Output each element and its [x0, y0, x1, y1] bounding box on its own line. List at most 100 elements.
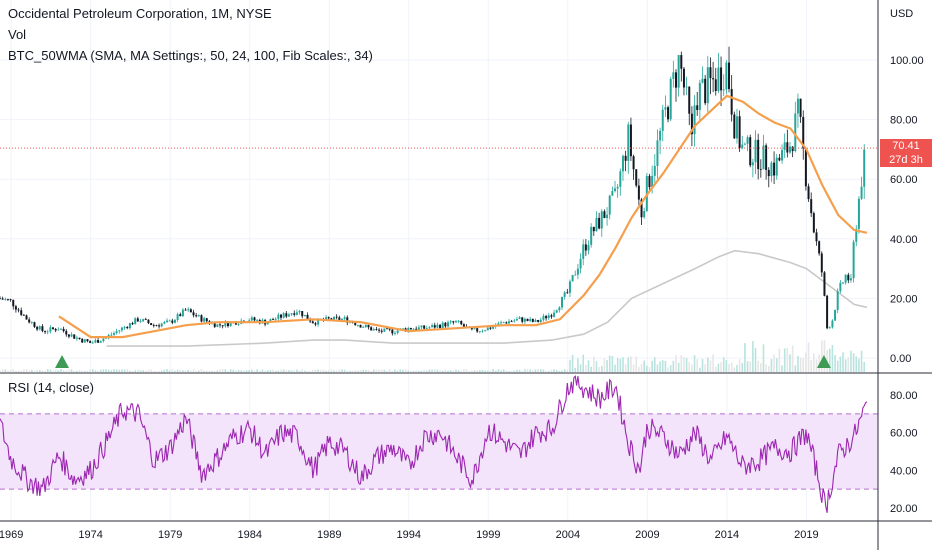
- candle-body: [682, 68, 685, 88]
- candle-body: [354, 322, 357, 326]
- volume-bar: [319, 370, 322, 372]
- candle-body: [844, 274, 847, 283]
- volume-bar: [290, 370, 293, 372]
- volume-bar: [844, 359, 847, 372]
- candle-body: [735, 116, 738, 139]
- volume-bar: [569, 359, 571, 372]
- candle-body: [778, 157, 781, 161]
- candle-body: [823, 272, 826, 296]
- volume-bar: [49, 369, 52, 372]
- symbol-legend[interactable]: Occidental Petroleum Corporation, 1M, NY…: [8, 6, 272, 21]
- candle-body: [767, 169, 770, 177]
- volume-bar: [73, 370, 76, 372]
- volume-bar: [606, 360, 608, 372]
- volume-bar: [147, 369, 150, 372]
- volume-bar: [91, 369, 94, 372]
- candle-body: [343, 317, 346, 319]
- volume-bar: [86, 370, 89, 372]
- candle-body: [277, 314, 280, 319]
- candle-body: [529, 319, 532, 322]
- candle-body: [799, 98, 802, 117]
- candle-body: [219, 324, 222, 326]
- candle-body: [849, 278, 852, 281]
- volume-bar: [383, 369, 386, 372]
- candle-body: [173, 319, 176, 323]
- rsi-series: [0, 375, 868, 513]
- volume-bar: [68, 369, 70, 372]
- candle-body: [213, 322, 216, 327]
- volume-bar: [566, 369, 569, 372]
- candle-body: [555, 310, 558, 313]
- candle-body: [216, 324, 219, 327]
- volume-bar: [494, 370, 497, 372]
- time-tick-label: 2009: [635, 529, 659, 541]
- candle-body: [674, 72, 677, 88]
- volume-bar: [736, 365, 738, 372]
- volume-bar: [463, 369, 465, 372]
- candle-body: [295, 312, 298, 315]
- volume-bar: [555, 369, 558, 372]
- volume-bar: [558, 370, 561, 372]
- volume-bar: [52, 370, 54, 372]
- volume-bar: [216, 370, 219, 372]
- volume-bar: [211, 370, 213, 372]
- candle-body: [775, 157, 778, 176]
- candle-body: [158, 325, 161, 327]
- volume-bar: [179, 369, 182, 372]
- volume-bar: [20, 370, 23, 372]
- volume-bar: [78, 370, 81, 372]
- candle-body: [274, 318, 277, 320]
- volume-bar: [44, 370, 46, 372]
- volume-bar: [579, 364, 582, 372]
- candle-body: [89, 341, 92, 344]
- candle-body: [754, 139, 757, 163]
- candle-body: [484, 330, 487, 332]
- candle-body: [839, 282, 842, 292]
- volume-bar: [362, 369, 364, 372]
- time-tick-label: 1969: [0, 529, 23, 541]
- candle-body: [155, 325, 158, 327]
- volume-bar: [640, 364, 643, 372]
- volume-bar: [767, 365, 770, 372]
- candle-body: [576, 268, 579, 275]
- orange-moving-average: [58, 94, 868, 339]
- volume-bar: [860, 350, 863, 372]
- volume-bar: [57, 370, 60, 372]
- volume-bar: [139, 370, 142, 372]
- volume-bar: [701, 359, 704, 372]
- candle-body: [9, 299, 12, 301]
- candle-body: [150, 323, 153, 325]
- volume-bar: [25, 369, 28, 372]
- volume-bar: [232, 369, 235, 372]
- candle-body: [301, 311, 304, 317]
- volume-bar: [781, 365, 783, 372]
- volume-bar: [235, 370, 237, 372]
- candle-body: [423, 325, 426, 329]
- candle-body: [651, 175, 654, 188]
- candle-body: [70, 334, 73, 337]
- candle-body: [81, 338, 84, 343]
- volume-bar: [810, 360, 812, 372]
- indicator-legend[interactable]: BTC_50WMA (SMA, MA Settings:, 50, 24, 10…: [8, 48, 373, 63]
- volume-bar: [84, 370, 86, 372]
- volume-bar: [683, 357, 685, 372]
- volume-bar: [396, 370, 399, 372]
- volume-bar: [786, 347, 789, 372]
- candle-body: [611, 191, 614, 196]
- rsi-grid: [0, 374, 878, 520]
- volume-bar: [23, 369, 25, 372]
- volume-legend[interactable]: Vol: [8, 27, 27, 42]
- volume-bar: [171, 369, 174, 372]
- volume-bar: [126, 369, 129, 372]
- volume-bar: [479, 370, 481, 372]
- candle-body: [436, 324, 439, 328]
- volume-bar: [115, 369, 118, 372]
- volume-bar: [243, 370, 245, 372]
- volume-bar: [105, 369, 107, 372]
- rsi-legend[interactable]: RSI (14, close): [8, 380, 94, 395]
- candle-body: [457, 321, 460, 322]
- candle-body: [139, 321, 142, 322]
